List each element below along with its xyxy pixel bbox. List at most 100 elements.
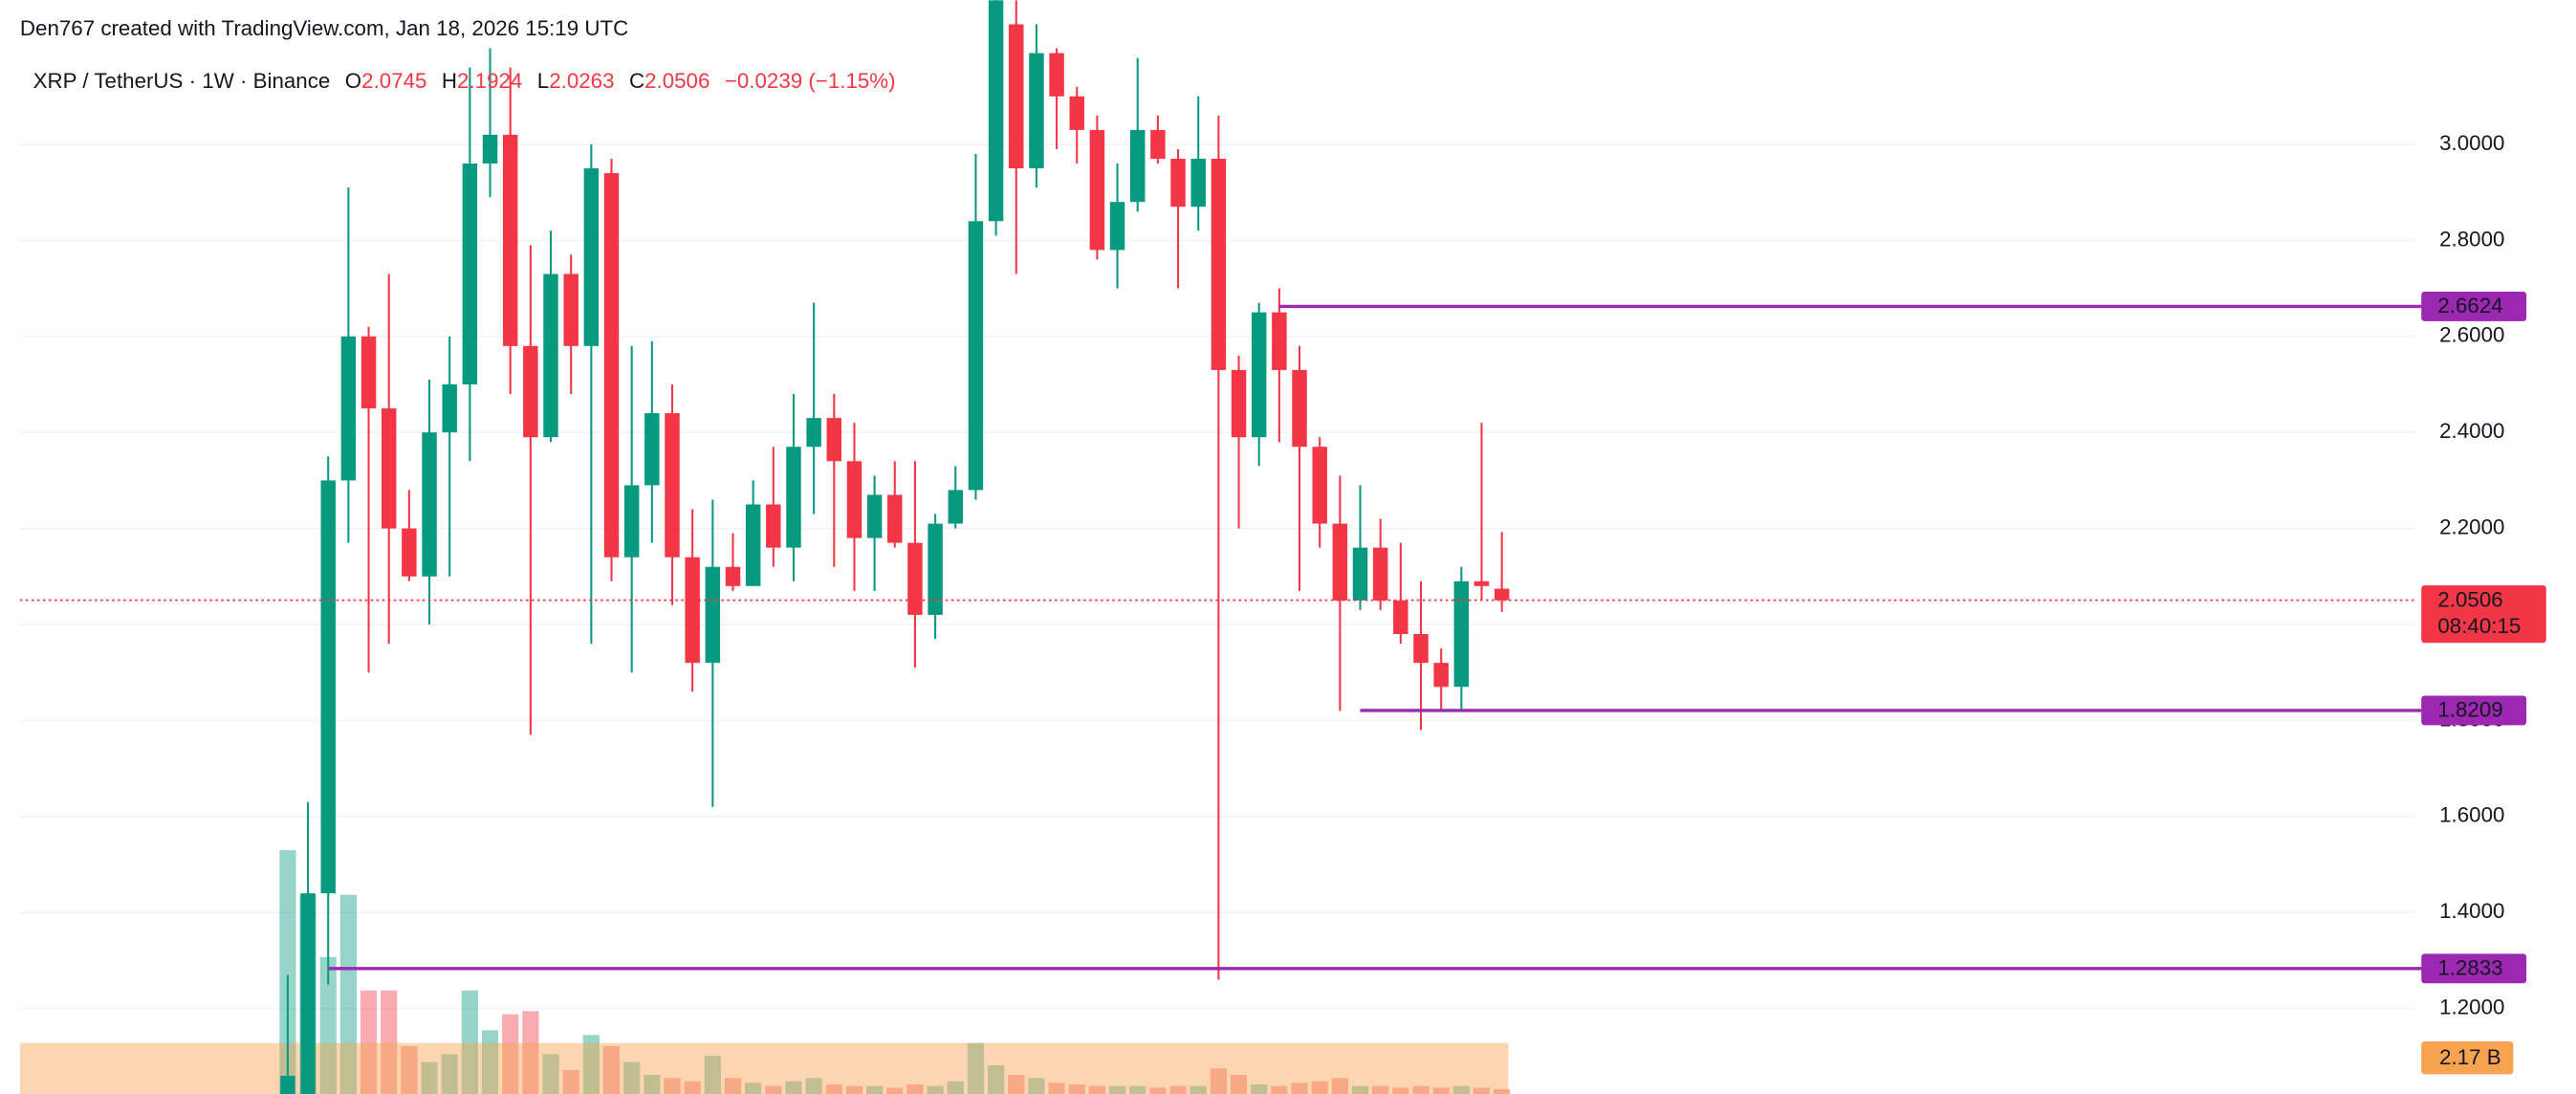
volume-bar [562, 1070, 579, 1094]
candle-body [502, 134, 518, 346]
candle-body [1231, 369, 1247, 438]
volume-bar [644, 1075, 661, 1094]
price-axis: 1.20001.40001.60001.80002.00002.20002.40… [2421, 131, 2546, 1075]
candle-body [1049, 53, 1064, 97]
candle-body [1190, 158, 1206, 208]
volume-bar [542, 1054, 559, 1094]
volume-bar [886, 1087, 904, 1094]
candle-body [1474, 580, 1490, 586]
candle-body [1352, 547, 1368, 601]
volume-bar [988, 1065, 1005, 1094]
candle-body [1312, 447, 1327, 524]
legend-change: −0.0239 (−1.15%) [725, 69, 896, 93]
legend-value: 2.0745 [361, 69, 426, 93]
candle-body [1109, 202, 1125, 251]
candle-body [887, 494, 903, 543]
volume-bar [1251, 1084, 1268, 1094]
candle-body [948, 490, 963, 524]
price-label-box [2421, 585, 2546, 644]
candle-body [320, 480, 336, 894]
candle-body [563, 274, 579, 346]
volume-bar [1372, 1085, 1389, 1094]
header: Den767 created with TradingView.com, Jan… [20, 16, 628, 40]
volume-bar [1108, 1085, 1126, 1094]
legend-value: 2.1924 [457, 69, 522, 93]
legend-value: 2.0263 [549, 69, 614, 93]
candle-body [340, 336, 357, 481]
volume-bar [927, 1085, 944, 1094]
candle-body [968, 221, 984, 491]
candle-body [1292, 369, 1307, 448]
volume-bar [481, 1030, 499, 1094]
volume-bar [1452, 1085, 1470, 1094]
candle-body [583, 168, 600, 346]
candle-body [360, 336, 377, 409]
y-tick-label: 1.6000 [2439, 803, 2504, 827]
candle-body [866, 494, 883, 538]
legend-value: 2.0506 [644, 69, 709, 93]
candle-body [685, 557, 700, 664]
candle-body [826, 418, 842, 462]
level-label: 1.2833 [2437, 956, 2502, 980]
level-label: 2.6624 [2437, 294, 2502, 317]
candle-body [1211, 158, 1227, 370]
legend-key: L [537, 69, 549, 93]
volume-bar [441, 1054, 458, 1094]
volume-bar [745, 1083, 762, 1094]
volume-bar [967, 1042, 985, 1094]
candle-body [1251, 312, 1267, 438]
volume-bar [1008, 1075, 1025, 1094]
y-tick-label: 2.2000 [2439, 514, 2504, 538]
volume-bar [381, 990, 398, 1094]
candle-body [623, 485, 640, 558]
volume-bar [602, 1046, 621, 1094]
volume-bar [1169, 1085, 1187, 1094]
candle-body [402, 528, 417, 577]
volume-bar [1412, 1085, 1430, 1094]
price-label: 2.0506 [2437, 587, 2502, 611]
candle-body [300, 893, 316, 1094]
candle-body [907, 542, 923, 615]
legend-key: H [442, 69, 457, 93]
level-label-box [2421, 953, 2527, 984]
candle-body [988, 0, 1004, 222]
candle-body [1332, 523, 1348, 601]
volume-bar [1028, 1078, 1045, 1094]
legend-symbol: XRP / TetherUS · 1W · Binance [33, 69, 331, 93]
candle-body [603, 173, 620, 558]
volume-bar [765, 1085, 782, 1094]
level-label-box [2421, 695, 2527, 726]
volume-bar [1149, 1087, 1167, 1094]
volume-bar [1190, 1085, 1207, 1094]
volume-bar [421, 1061, 438, 1094]
volume-bar [1473, 1087, 1491, 1094]
volume-bar [401, 1046, 418, 1094]
legend-key: O [345, 69, 361, 93]
candle-body [705, 566, 721, 664]
legend-key: C [629, 69, 644, 93]
volume-bar [582, 1035, 600, 1094]
y-tick-label: 2.6000 [2439, 323, 2504, 347]
candle-body [1029, 53, 1044, 169]
y-tick-label: 2.8000 [2439, 227, 2504, 251]
volume-bar [906, 1084, 924, 1094]
candle-body [1129, 129, 1146, 203]
volume-bar [1088, 1085, 1105, 1094]
volume-ma-area [19, 1042, 1509, 1094]
volume-layer [19, 850, 1511, 1094]
volume-bar [947, 1081, 964, 1094]
candle-body [1453, 580, 1470, 688]
candle-body [1150, 129, 1166, 159]
candle-body [928, 523, 943, 615]
volume-bar [1210, 1068, 1227, 1094]
level-label: 1.8209 [2437, 698, 2502, 722]
candle-body [745, 504, 761, 586]
volume-bar [704, 1056, 721, 1094]
volume-bar [1129, 1085, 1146, 1094]
volume-label: 2.17 B [2439, 1045, 2501, 1069]
volume-bar [1271, 1085, 1288, 1094]
candle-body [1393, 600, 1408, 635]
candle-body [1433, 663, 1449, 688]
